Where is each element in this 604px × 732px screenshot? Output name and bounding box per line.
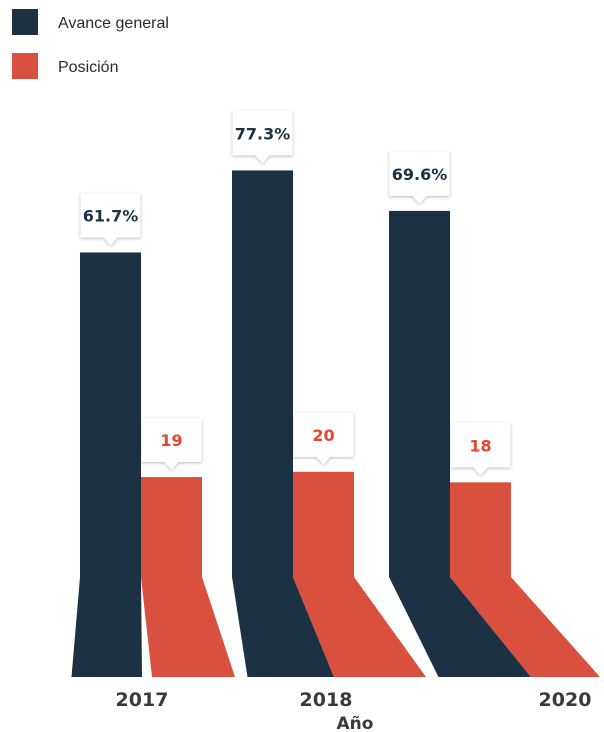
legend: Avance general Posición — [12, 9, 169, 79]
data-label-2020-avance-general: 69.6% — [389, 151, 450, 204]
data-label-2017-posicion: 19 — [141, 418, 202, 471]
bar-2020-posicion[interactable] — [450, 482, 511, 577]
bar-2018-avance-general[interactable] — [232, 170, 293, 578]
data-label-box — [293, 412, 354, 465]
x-tick-2018: 2018 — [300, 689, 353, 711]
bar-2018-posicion[interactable] — [293, 471, 354, 577]
floor-projections — [71, 577, 600, 677]
data-label-box — [80, 193, 141, 246]
x-axis: 2017 2018 2020 Año — [116, 689, 592, 732]
data-label-text: 69.6% — [392, 165, 448, 184]
x-tick-2020: 2020 — [539, 689, 592, 711]
data-label-text: 20 — [312, 426, 334, 445]
floor-2017-posicion — [141, 577, 235, 677]
legend-swatch-avance-general — [12, 9, 38, 35]
floor-2018-avance-general — [232, 577, 334, 677]
floor-2020-posicion — [450, 577, 600, 677]
data-labels: 61.7% 19 77.3% 20 69.6% 18 — [80, 111, 511, 476]
data-label-text: 19 — [160, 431, 182, 450]
legend-label-posicion: Posición — [58, 59, 118, 76]
bar-2017-avance-general[interactable] — [80, 252, 141, 577]
data-label-2018-posicion: 20 — [293, 412, 354, 465]
x-axis-title: Año — [337, 714, 374, 732]
x-tick-2017: 2017 — [116, 689, 169, 711]
data-label-text: 18 — [469, 436, 491, 455]
legend-item-avance-general[interactable]: Avance general — [12, 9, 169, 35]
bars — [80, 170, 511, 578]
data-label-text: 61.7% — [83, 206, 139, 225]
data-label-text: 77.3% — [235, 124, 291, 143]
data-label-box — [141, 418, 202, 471]
legend-item-posicion[interactable]: Posición — [12, 53, 118, 79]
bar-2017-posicion[interactable] — [141, 477, 202, 577]
data-label-box — [450, 423, 511, 476]
floor-2018-posicion — [293, 577, 426, 677]
data-label-box — [232, 111, 293, 164]
legend-label-avance-general: Avance general — [58, 15, 169, 32]
data-label-2017-avance-general: 61.7% — [80, 193, 141, 246]
floor-2017-avance-general — [71, 577, 142, 677]
data-label-2018-avance-general: 77.3% — [232, 111, 293, 164]
bar-2020-avance-general[interactable] — [389, 210, 450, 578]
data-label-2020-posicion: 18 — [450, 423, 511, 476]
legend-swatch-posicion — [12, 53, 38, 79]
floor-2020-avance-general — [389, 577, 531, 677]
data-label-box — [389, 151, 450, 204]
